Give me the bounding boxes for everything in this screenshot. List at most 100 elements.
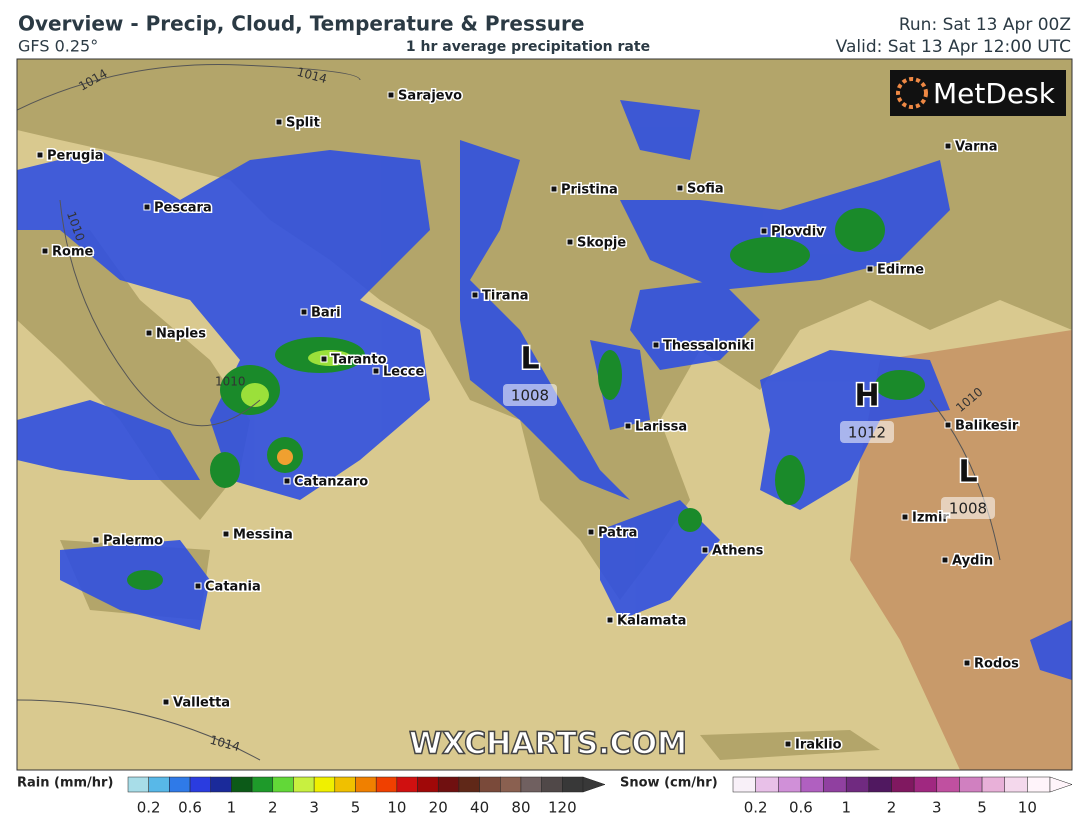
legend-tick: 1	[841, 799, 851, 817]
isobar-label: 1010	[215, 375, 246, 389]
city-marker	[145, 329, 153, 337]
city-marker	[471, 291, 479, 299]
legend-tick: 2	[268, 799, 278, 817]
land-turkey	[850, 330, 1072, 770]
legend-swatch	[936, 776, 960, 793]
city-name: Kalamata	[617, 614, 686, 629]
legend-tick: 120	[548, 799, 577, 817]
city-marker	[587, 528, 595, 536]
legend-swatch	[231, 776, 253, 793]
legend-swatch	[500, 776, 522, 793]
city-name: Sarajevo	[398, 89, 462, 104]
city-name: Edirne	[877, 263, 924, 278]
city-marker	[652, 341, 660, 349]
city-name: Rome	[52, 245, 93, 260]
city-name: Aydin	[952, 554, 993, 569]
legend-swatch	[562, 776, 584, 793]
city-marker	[222, 530, 230, 538]
legend-arrow	[1049, 776, 1073, 793]
city-name: Messina	[233, 528, 293, 543]
legend-swatch	[148, 776, 170, 793]
legend-swatch	[1027, 776, 1051, 793]
city-marker	[944, 421, 952, 429]
legend-swatch	[210, 776, 232, 793]
city-marker	[41, 247, 49, 255]
rain-scale: 0.2 0.6 1 2 3 5 10 20 40 80 120	[127, 776, 606, 817]
legend-tick: 0.6	[178, 799, 202, 817]
city-name: Bari	[311, 306, 341, 321]
pressure-symbol: L	[520, 342, 539, 377]
legend-tick: 3	[309, 799, 319, 817]
legend-tick: 10	[1018, 799, 1037, 817]
city-marker	[760, 227, 768, 235]
city-marker	[320, 355, 328, 363]
watermark: WXCHARTS.COM	[409, 727, 687, 762]
city-marker	[901, 513, 909, 521]
city-name: Catanzaro	[294, 475, 368, 490]
city-name: Iraklio	[795, 738, 842, 753]
valid: Valid: Sat 13 Apr 12:00 UTC	[836, 37, 1071, 57]
legend-arrow	[582, 776, 606, 793]
legend-tick: 0.2	[744, 799, 768, 817]
city-name: Patra	[598, 526, 637, 541]
city-marker	[372, 367, 380, 375]
legend-swatch	[520, 776, 542, 793]
legend-tick: 40	[470, 799, 489, 817]
legend-swatch	[845, 776, 870, 793]
city-marker	[283, 477, 291, 485]
land-italy	[17, 230, 250, 520]
city-name: Sofia	[687, 182, 724, 197]
city-name: Valletta	[173, 696, 230, 711]
city-marker	[624, 422, 632, 430]
legend-swatch	[868, 776, 892, 793]
pressure-value-box	[840, 421, 894, 443]
city-name: Catania	[205, 580, 261, 595]
legend: Rain (mm/hr) Snow (cm/hr) 0.2 0.6 1 2 3 5 10 20…	[17, 776, 1073, 817]
city-marker	[194, 582, 202, 590]
legend-tick: 0.6	[789, 799, 813, 817]
legend-tick: 1	[227, 799, 237, 817]
pressure-symbol: L	[958, 455, 977, 490]
legend-tick: 5	[977, 799, 987, 817]
city-marker	[866, 265, 874, 273]
city-name: Taranto	[331, 353, 387, 368]
logo-box	[890, 70, 1066, 116]
city-name: Thessaloniki	[663, 339, 754, 354]
legend-swatch	[272, 776, 294, 793]
pressure-value: 1008	[949, 500, 987, 518]
legend-tick: 5	[351, 799, 361, 817]
city-name: Larissa	[635, 420, 687, 435]
legend-swatch	[1004, 776, 1028, 793]
legend-swatch	[251, 776, 274, 793]
city-name: Pescara	[154, 201, 212, 216]
city-marker	[963, 659, 971, 667]
legend-swatch	[800, 776, 824, 793]
city-marker	[387, 91, 395, 99]
city-name: Plovdiv	[771, 225, 825, 240]
city-name: Perugia	[47, 149, 104, 164]
city-marker	[784, 740, 792, 748]
legend-swatch	[127, 776, 149, 793]
city-name: Naples	[156, 327, 206, 342]
legend-swatch	[417, 776, 439, 793]
legend-tick: 80	[511, 799, 530, 817]
cities: Sarajevo Split Perugia Pescara Rome Naples Bar…	[36, 87, 1021, 754]
city-name: Pristina	[561, 183, 618, 198]
pressure-value: 1012	[848, 424, 886, 442]
legend-swatch	[981, 776, 1005, 793]
pressure-symbol: H	[854, 379, 879, 414]
legend-tick: 10	[387, 799, 406, 817]
legend-tick: 3	[932, 799, 942, 817]
legend-tick: 0.2	[137, 799, 161, 817]
city-name: Palermo	[103, 534, 163, 549]
snow-label: Snow (cm/hr)	[620, 776, 718, 791]
logo: MetDesk	[933, 77, 1056, 110]
city-name: Balikesir	[955, 419, 1019, 434]
legend-swatch	[479, 776, 501, 793]
city-name: Varna	[955, 140, 998, 155]
city-name: Rodos	[974, 657, 1019, 672]
city-name: Split	[286, 116, 320, 131]
logo-icon	[896, 77, 928, 109]
pressure-value-box	[941, 497, 995, 519]
